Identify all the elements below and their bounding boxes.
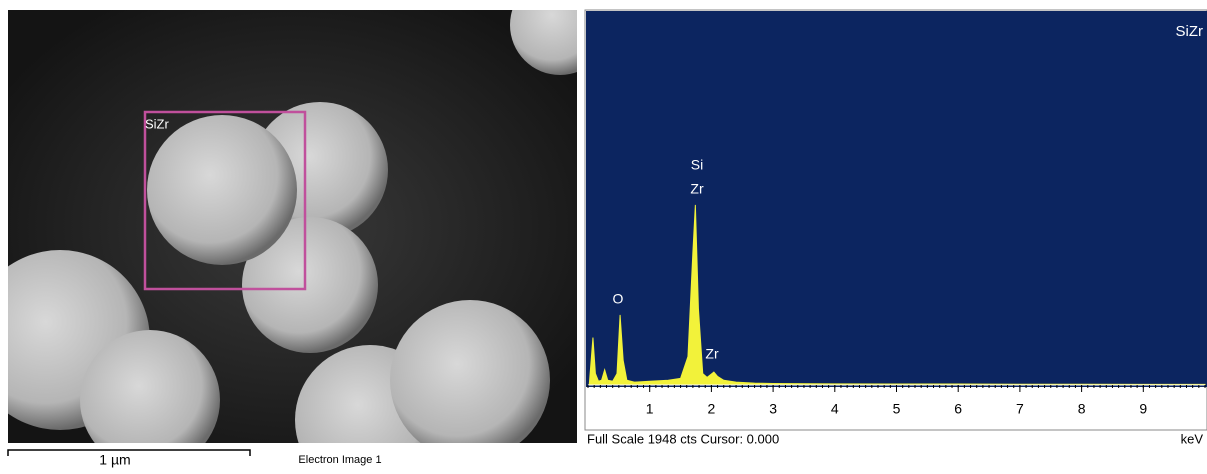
- region-label: SiZr: [145, 116, 170, 131]
- peak-label: O: [613, 291, 624, 307]
- scale-bar-label: 1 µm: [99, 452, 130, 468]
- x-unit: keV: [1181, 431, 1204, 446]
- peak-label: Si: [691, 157, 703, 173]
- x-tick-label: 7: [1016, 401, 1024, 417]
- x-tick-label: 6: [954, 401, 962, 417]
- x-tick-label: 3: [769, 401, 777, 417]
- peak-label: Zr: [690, 181, 704, 197]
- figure: SiZr 1 µm Electron Image 1 SiZr keV Full…: [0, 0, 1207, 469]
- spectrum-title: SiZr: [1176, 23, 1204, 40]
- peak-label: Zr: [705, 346, 719, 362]
- image-caption: Electron Image 1: [298, 454, 381, 466]
- x-tick-label: 9: [1139, 401, 1147, 417]
- x-tick-label: 5: [893, 401, 901, 417]
- x-tick-label: 2: [708, 401, 716, 417]
- x-tick-label: 1: [646, 401, 654, 417]
- sem-image: SiZr 1 µm Electron Image 1: [0, 0, 610, 469]
- spectrum: SiZr keV Full Scale 1948 cts Cursor: 0.0…: [585, 10, 1207, 446]
- x-tick-label: 4: [831, 401, 839, 417]
- footer: Full Scale 1948 cts Cursor: 0.000: [587, 431, 779, 446]
- x-tick-label: 8: [1078, 401, 1086, 417]
